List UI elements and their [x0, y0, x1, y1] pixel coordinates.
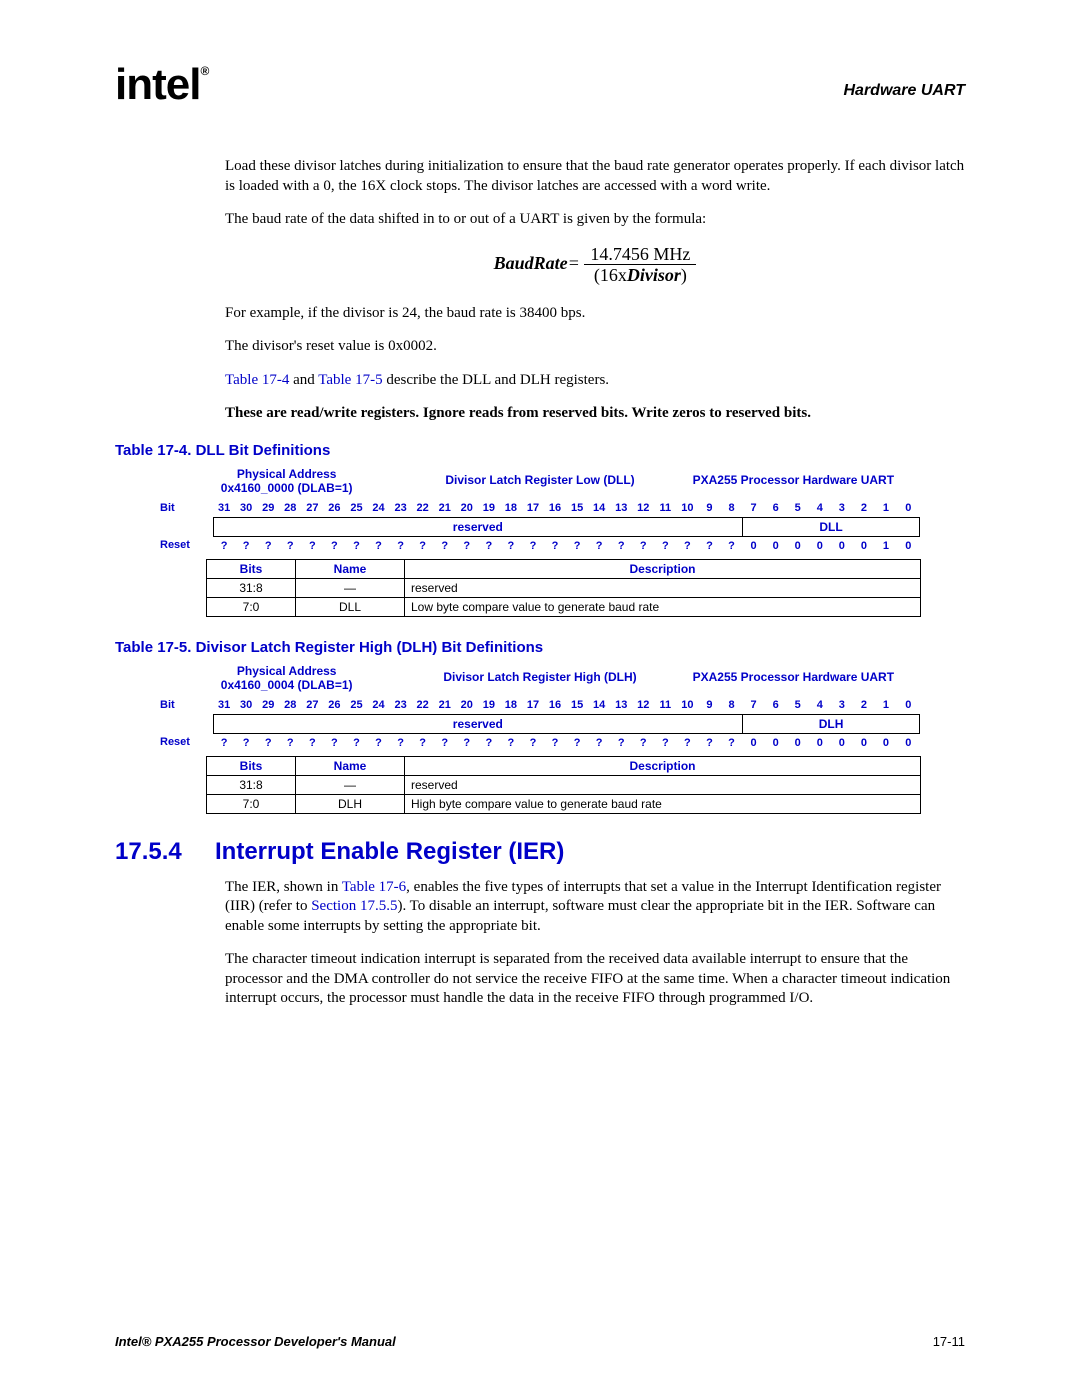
paragraph: For example, if the divisor is 24, the b…: [225, 304, 965, 324]
table-ref-link[interactable]: Table 17-6: [342, 879, 406, 895]
paragraph: Load these divisor latches during initia…: [225, 157, 965, 196]
table-ref-link[interactable]: Table 17-4: [225, 372, 289, 388]
table-title: Table 17-4. DLL Bit Definitions: [115, 442, 965, 459]
paragraph: The divisor's reset value is 0x0002.: [225, 337, 965, 357]
paragraph: The character timeout indication interru…: [225, 950, 965, 1009]
register-table-dll: Physical Address0x4160_0000 (DLAB=1) Div…: [160, 467, 920, 617]
section-heading: 17.5.4Interrupt Enable Register (IER): [115, 838, 965, 866]
table-title: Table 17-5. Divisor Latch Register High …: [115, 639, 965, 656]
baudrate-formula: BaudRate= 14.7456 MHz (16xDivisor): [225, 244, 965, 286]
header-title: Hardware UART: [843, 82, 965, 100]
paragraph: The baud rate of the data shifted in to …: [225, 210, 965, 230]
note: These are read/write registers. Ignore r…: [225, 404, 965, 424]
paragraph: Table 17-4 and Table 17-5 describe the D…: [225, 371, 965, 391]
register-table-dlh: Physical Address0x4160_0004 (DLAB=1) Div…: [160, 664, 920, 814]
page-footer: Intel® PXA255 Processor Developer's Manu…: [115, 1334, 965, 1349]
section-ref-link[interactable]: Section 17.5.5: [311, 898, 397, 914]
paragraph: The IER, shown in Table 17-6, enables th…: [225, 878, 965, 937]
intel-logo: intel®: [115, 60, 208, 107]
table-ref-link[interactable]: Table 17-5: [318, 372, 382, 388]
